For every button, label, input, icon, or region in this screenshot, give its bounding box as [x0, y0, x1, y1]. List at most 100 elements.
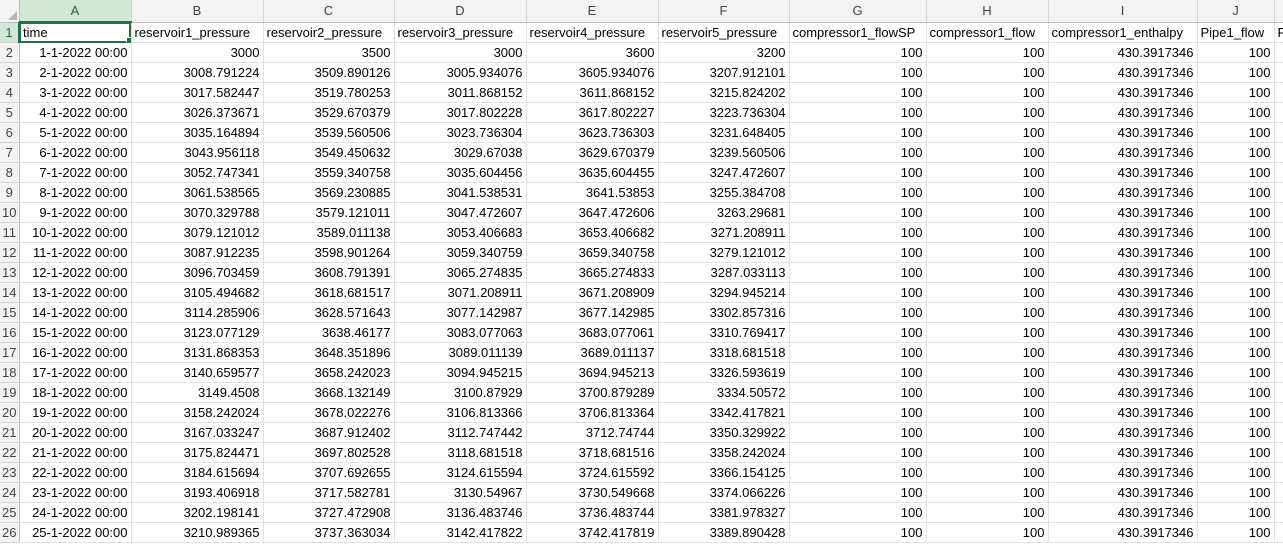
cell-header-reservoir5-pressure[interactable]: reservoir5_pressure	[658, 22, 790, 43]
table-cell[interactable]: 3136.483746	[394, 502, 527, 523]
table-cell[interactable]: 100	[926, 82, 1049, 103]
table-cell[interactable]: 100	[789, 142, 927, 163]
table-cell[interactable]: 100	[1197, 122, 1275, 143]
table-cell[interactable]: 3223.736304	[658, 102, 790, 123]
table-cell[interactable]: 3519.780253	[263, 82, 395, 103]
row-header[interactable]: 9	[0, 182, 20, 203]
table-cell[interactable]: 430.3917346	[1048, 482, 1198, 503]
table-cell[interactable]: 3202.198141	[131, 502, 264, 523]
table-cell[interactable]	[1274, 62, 1283, 83]
table-cell[interactable]: 3608.791391	[263, 262, 395, 283]
table-cell[interactable]: 100	[1197, 382, 1275, 403]
row-header[interactable]: 26	[0, 522, 20, 543]
table-cell[interactable]: 430.3917346	[1048, 262, 1198, 283]
table-cell[interactable]: 100	[926, 162, 1049, 183]
table-cell[interactable]: 100	[926, 322, 1049, 343]
table-cell[interactable]	[1274, 282, 1283, 303]
table-cell[interactable]: 3374.066226	[658, 482, 790, 503]
table-cell[interactable]: 100	[926, 302, 1049, 323]
table-cell[interactable]: 3287.033113	[658, 262, 790, 283]
table-cell[interactable]: 3628.571643	[263, 302, 395, 323]
table-cell[interactable]: 100	[789, 162, 927, 183]
row-header[interactable]: 11	[0, 222, 20, 243]
table-cell[interactable]: 3742.417819	[526, 522, 659, 543]
table-cell[interactable]: 3737.363034	[263, 522, 395, 543]
row-header[interactable]: 12	[0, 242, 20, 263]
table-cell[interactable]: 3271.208911	[658, 222, 790, 243]
table-cell[interactable]	[1274, 382, 1283, 403]
row-header[interactable]: 20	[0, 402, 20, 423]
table-cell[interactable]: 100	[789, 182, 927, 203]
table-cell[interactable]: 3029.67038	[394, 142, 527, 163]
table-cell[interactable]: 3210.989365	[131, 522, 264, 543]
table-cell[interactable]: 3041.538531	[394, 182, 527, 203]
table-cell[interactable]: 3623.736303	[526, 122, 659, 143]
table-cell[interactable]: 3730.549668	[526, 482, 659, 503]
row-header[interactable]: 17	[0, 342, 20, 363]
table-cell[interactable]: 3671.208909	[526, 282, 659, 303]
cell-header-compressor1-flowsp[interactable]: compressor1_flowSP	[789, 22, 927, 43]
table-cell[interactable]: 100	[926, 522, 1049, 543]
table-cell[interactable]: 430.3917346	[1048, 122, 1198, 143]
table-cell[interactable]: 18-1-2022 00:00	[19, 382, 132, 403]
table-cell[interactable]: 3200	[658, 42, 790, 63]
table-cell[interactable]: 3589.011138	[263, 222, 395, 243]
table-cell[interactable]: 3118.681518	[394, 442, 527, 463]
table-cell[interactable]: 100	[789, 202, 927, 223]
table-cell[interactable]: 100	[1197, 422, 1275, 443]
table-cell[interactable]: 3070.329788	[131, 202, 264, 223]
table-cell[interactable]: 3231.648405	[658, 122, 790, 143]
cell-header-pipe1-flow[interactable]: Pipe1_flow	[1197, 22, 1275, 43]
table-cell[interactable]: 100	[789, 402, 927, 423]
table-cell[interactable]	[1274, 142, 1283, 163]
table-cell[interactable]: 100	[1197, 342, 1275, 363]
table-cell[interactable]: 3310.769417	[658, 322, 790, 343]
table-cell[interactable]	[1274, 322, 1283, 343]
table-cell[interactable]: 3100.87929	[394, 382, 527, 403]
table-cell[interactable]: 430.3917346	[1048, 222, 1198, 243]
table-cell[interactable]	[1274, 82, 1283, 103]
table-cell[interactable]: 3114.285906	[131, 302, 264, 323]
table-cell[interactable]: 10-1-2022 00:00	[19, 222, 132, 243]
table-cell[interactable]: 100	[926, 282, 1049, 303]
table-cell[interactable]: 100	[1197, 142, 1275, 163]
table-cell[interactable]: 100	[1197, 42, 1275, 63]
table-cell[interactable]	[1274, 262, 1283, 283]
row-header[interactable]: 21	[0, 422, 20, 443]
table-cell[interactable]: 100	[926, 482, 1049, 503]
row-header[interactable]: 24	[0, 482, 20, 503]
table-cell[interactable]: 3381.978327	[658, 502, 790, 523]
table-cell[interactable]: 100	[1197, 362, 1275, 383]
row-header[interactable]: 22	[0, 442, 20, 463]
row-header[interactable]: 3	[0, 62, 20, 83]
table-cell[interactable]: 100	[1197, 162, 1275, 183]
row-header[interactable]: 4	[0, 82, 20, 103]
table-cell[interactable]: 3079.121012	[131, 222, 264, 243]
table-cell[interactable]: 100	[926, 362, 1049, 383]
row-header[interactable]: 23	[0, 462, 20, 483]
table-cell[interactable]: 100	[926, 62, 1049, 83]
table-cell[interactable]: 7-1-2022 00:00	[19, 162, 132, 183]
table-cell[interactable]: 23-1-2022 00:00	[19, 482, 132, 503]
table-cell[interactable]: 3167.033247	[131, 422, 264, 443]
column-header-c[interactable]: C	[263, 0, 395, 23]
table-cell[interactable]: 100	[926, 202, 1049, 223]
table-cell[interactable]: 100	[789, 302, 927, 323]
table-cell[interactable]: 3279.121012	[658, 242, 790, 263]
table-cell[interactable]: 3605.934076	[526, 62, 659, 83]
table-cell[interactable]: 3598.901264	[263, 242, 395, 263]
table-cell[interactable]: 3008.791224	[131, 62, 264, 83]
table-cell[interactable]: 430.3917346	[1048, 382, 1198, 403]
table-cell[interactable]: 100	[789, 262, 927, 283]
table-cell[interactable]	[1274, 442, 1283, 463]
table-cell[interactable]: 3000	[131, 42, 264, 63]
table-cell[interactable]: 3142.417822	[394, 522, 527, 543]
table-cell[interactable]: 3694.945213	[526, 362, 659, 383]
table-cell[interactable]	[1274, 502, 1283, 523]
table-cell[interactable]: 100	[926, 402, 1049, 423]
table-cell[interactable]: 13-1-2022 00:00	[19, 282, 132, 303]
table-cell[interactable]	[1274, 242, 1283, 263]
table-cell[interactable]: 3047.472607	[394, 202, 527, 223]
table-cell[interactable]: 24-1-2022 00:00	[19, 502, 132, 523]
table-cell[interactable]	[1274, 422, 1283, 443]
